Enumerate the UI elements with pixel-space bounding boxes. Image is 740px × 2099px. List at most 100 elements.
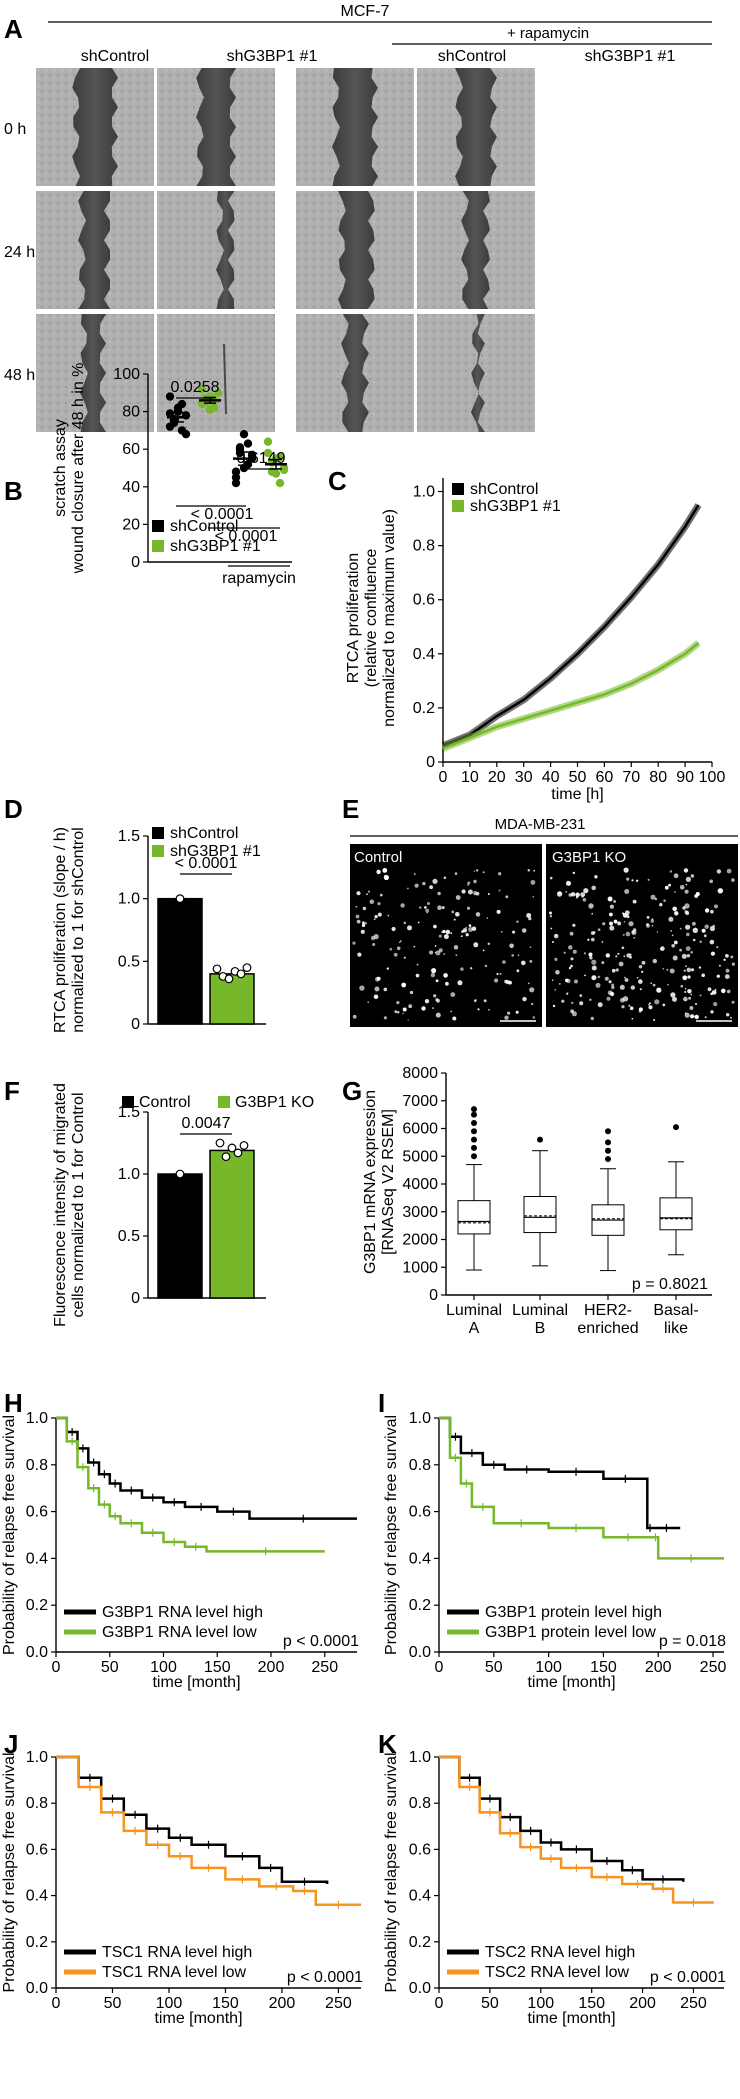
migrated-cell xyxy=(443,973,448,978)
migrated-cell xyxy=(721,988,726,994)
migrated-cell xyxy=(622,933,625,936)
migrated-cell xyxy=(613,900,616,903)
migrated-cell xyxy=(712,924,716,928)
migrated-cell xyxy=(566,993,568,995)
migrated-cell xyxy=(684,889,689,894)
migrated-cell xyxy=(488,1009,490,1011)
bar-control xyxy=(157,1173,203,1299)
data-point-shcontrol xyxy=(165,392,175,401)
migrated-cell xyxy=(613,919,618,924)
migrated-cell xyxy=(617,952,620,955)
data-point xyxy=(212,964,222,974)
panel-letter-e: E xyxy=(342,794,359,824)
data-point-shcontrol xyxy=(243,460,253,469)
comparison-pvalue: < 0.0001 xyxy=(191,506,254,523)
migrated-cell xyxy=(582,898,587,902)
x-tick-label: 200 xyxy=(629,1995,656,2012)
migrated-cell xyxy=(651,924,654,927)
migrated-cell xyxy=(529,960,533,963)
wound-trace xyxy=(223,343,227,415)
x-tick-label: 0 xyxy=(52,1659,61,1676)
panel-letter-j: J xyxy=(4,1729,18,1759)
migrated-cell xyxy=(619,984,625,990)
migrated-cell xyxy=(505,980,510,985)
migrated-cell xyxy=(393,952,398,957)
rapamycin-label: rapamycin xyxy=(222,570,296,587)
data-point-shg3bp1 xyxy=(205,405,215,414)
migrated-cell xyxy=(570,957,574,961)
migrated-cell xyxy=(591,975,597,981)
migrated-cell xyxy=(529,946,532,948)
data-point-shg3bp1 xyxy=(213,388,223,397)
migrated-cell xyxy=(690,968,695,972)
y-axis-label: RTCA proliferation (slope / h)normalized… xyxy=(52,827,87,1033)
migrated-cell xyxy=(558,982,561,985)
migrated-cell xyxy=(441,906,445,910)
x-tick-label: 50 xyxy=(485,1659,503,1676)
panel-e: MDA-MB-231 Control G3BP1 KO xyxy=(350,816,738,1027)
migrated-cell xyxy=(414,873,416,875)
y-axis-label-line: Fluorescence intensity of migrated xyxy=(52,1083,69,1327)
wound-gap xyxy=(338,191,375,309)
migrated-cell xyxy=(356,919,361,924)
y-tick-label: 0.4 xyxy=(26,1550,48,1567)
migrated-cell xyxy=(607,896,613,902)
y-axis-label: Probability of relapse free survival xyxy=(383,1415,400,1655)
x-tick-label: 100 xyxy=(527,1995,554,2012)
y-tick-label: 0.6 xyxy=(413,592,435,609)
migrated-cell xyxy=(731,1000,735,1004)
migrated-cell xyxy=(595,982,601,988)
migrated-cell xyxy=(575,892,580,898)
migrated-cell xyxy=(431,968,437,974)
migrated-cell xyxy=(652,983,656,987)
migrated-cell xyxy=(690,874,695,878)
wound-gap xyxy=(341,314,369,432)
migrated-cell-dots xyxy=(352,867,736,1021)
migrated-cell xyxy=(432,1007,434,1010)
x-tick-label: 30 xyxy=(515,769,533,786)
wound-gap xyxy=(216,191,235,309)
y-tick-label: 1.0 xyxy=(413,484,435,501)
y-tick-label: 1.5 xyxy=(118,828,140,845)
panel-letter-a: A xyxy=(4,14,23,44)
migrated-cell xyxy=(583,952,587,955)
migrated-cell xyxy=(663,899,666,902)
migrated-cell xyxy=(496,909,501,914)
data-point xyxy=(233,1148,243,1158)
migrated-cell xyxy=(457,980,463,986)
y-tick-label: 40 xyxy=(122,479,140,496)
y-axis-label: Fluorescence intensity of migratedcells … xyxy=(52,1083,87,1327)
data-point-shcontrol xyxy=(169,418,179,428)
migrated-cell xyxy=(611,985,615,990)
migrated-cell xyxy=(417,921,420,924)
data-point xyxy=(236,969,246,979)
migrated-cell xyxy=(387,914,390,917)
x-tick-label: 150 xyxy=(212,1995,239,2012)
migrated-cell xyxy=(445,929,451,935)
y-tick-label: 1.0 xyxy=(118,891,140,908)
migrated-cell xyxy=(574,979,578,984)
row-label-0h: 0 h xyxy=(4,121,26,138)
wound-gap xyxy=(455,68,497,186)
y-axis-label-line: G3BP1 mRNA expression xyxy=(362,1090,379,1274)
x-tick-label: Luminal xyxy=(446,1302,502,1319)
migrated-cell xyxy=(427,902,430,905)
row-label-48h: 48 h xyxy=(4,367,35,384)
migrated-cell xyxy=(438,948,443,953)
x-tick-label: 150 xyxy=(578,1995,605,2012)
migrated-cell xyxy=(623,867,629,873)
migrated-cell xyxy=(460,967,464,971)
y-axis-label-line: cells normalized to 1 for Control xyxy=(70,1093,87,1318)
migrated-cell xyxy=(662,1003,666,1007)
y-tick-label: 100 xyxy=(113,366,140,383)
migrated-cell xyxy=(690,951,693,954)
migrated-cell xyxy=(549,911,552,915)
migrated-cell xyxy=(433,994,437,998)
x-tick-label: 50 xyxy=(569,769,587,786)
migrated-cell xyxy=(710,1010,714,1014)
migrated-cell xyxy=(592,931,596,934)
data-point xyxy=(239,1141,249,1150)
migrated-cell xyxy=(572,923,576,927)
legend-label-high: G3BP1 RNA level high xyxy=(102,1604,263,1621)
migrated-cell xyxy=(714,988,717,991)
